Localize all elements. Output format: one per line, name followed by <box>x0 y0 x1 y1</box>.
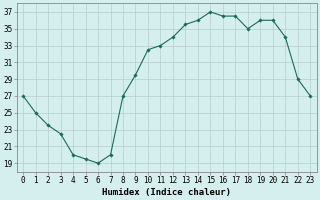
X-axis label: Humidex (Indice chaleur): Humidex (Indice chaleur) <box>102 188 231 197</box>
